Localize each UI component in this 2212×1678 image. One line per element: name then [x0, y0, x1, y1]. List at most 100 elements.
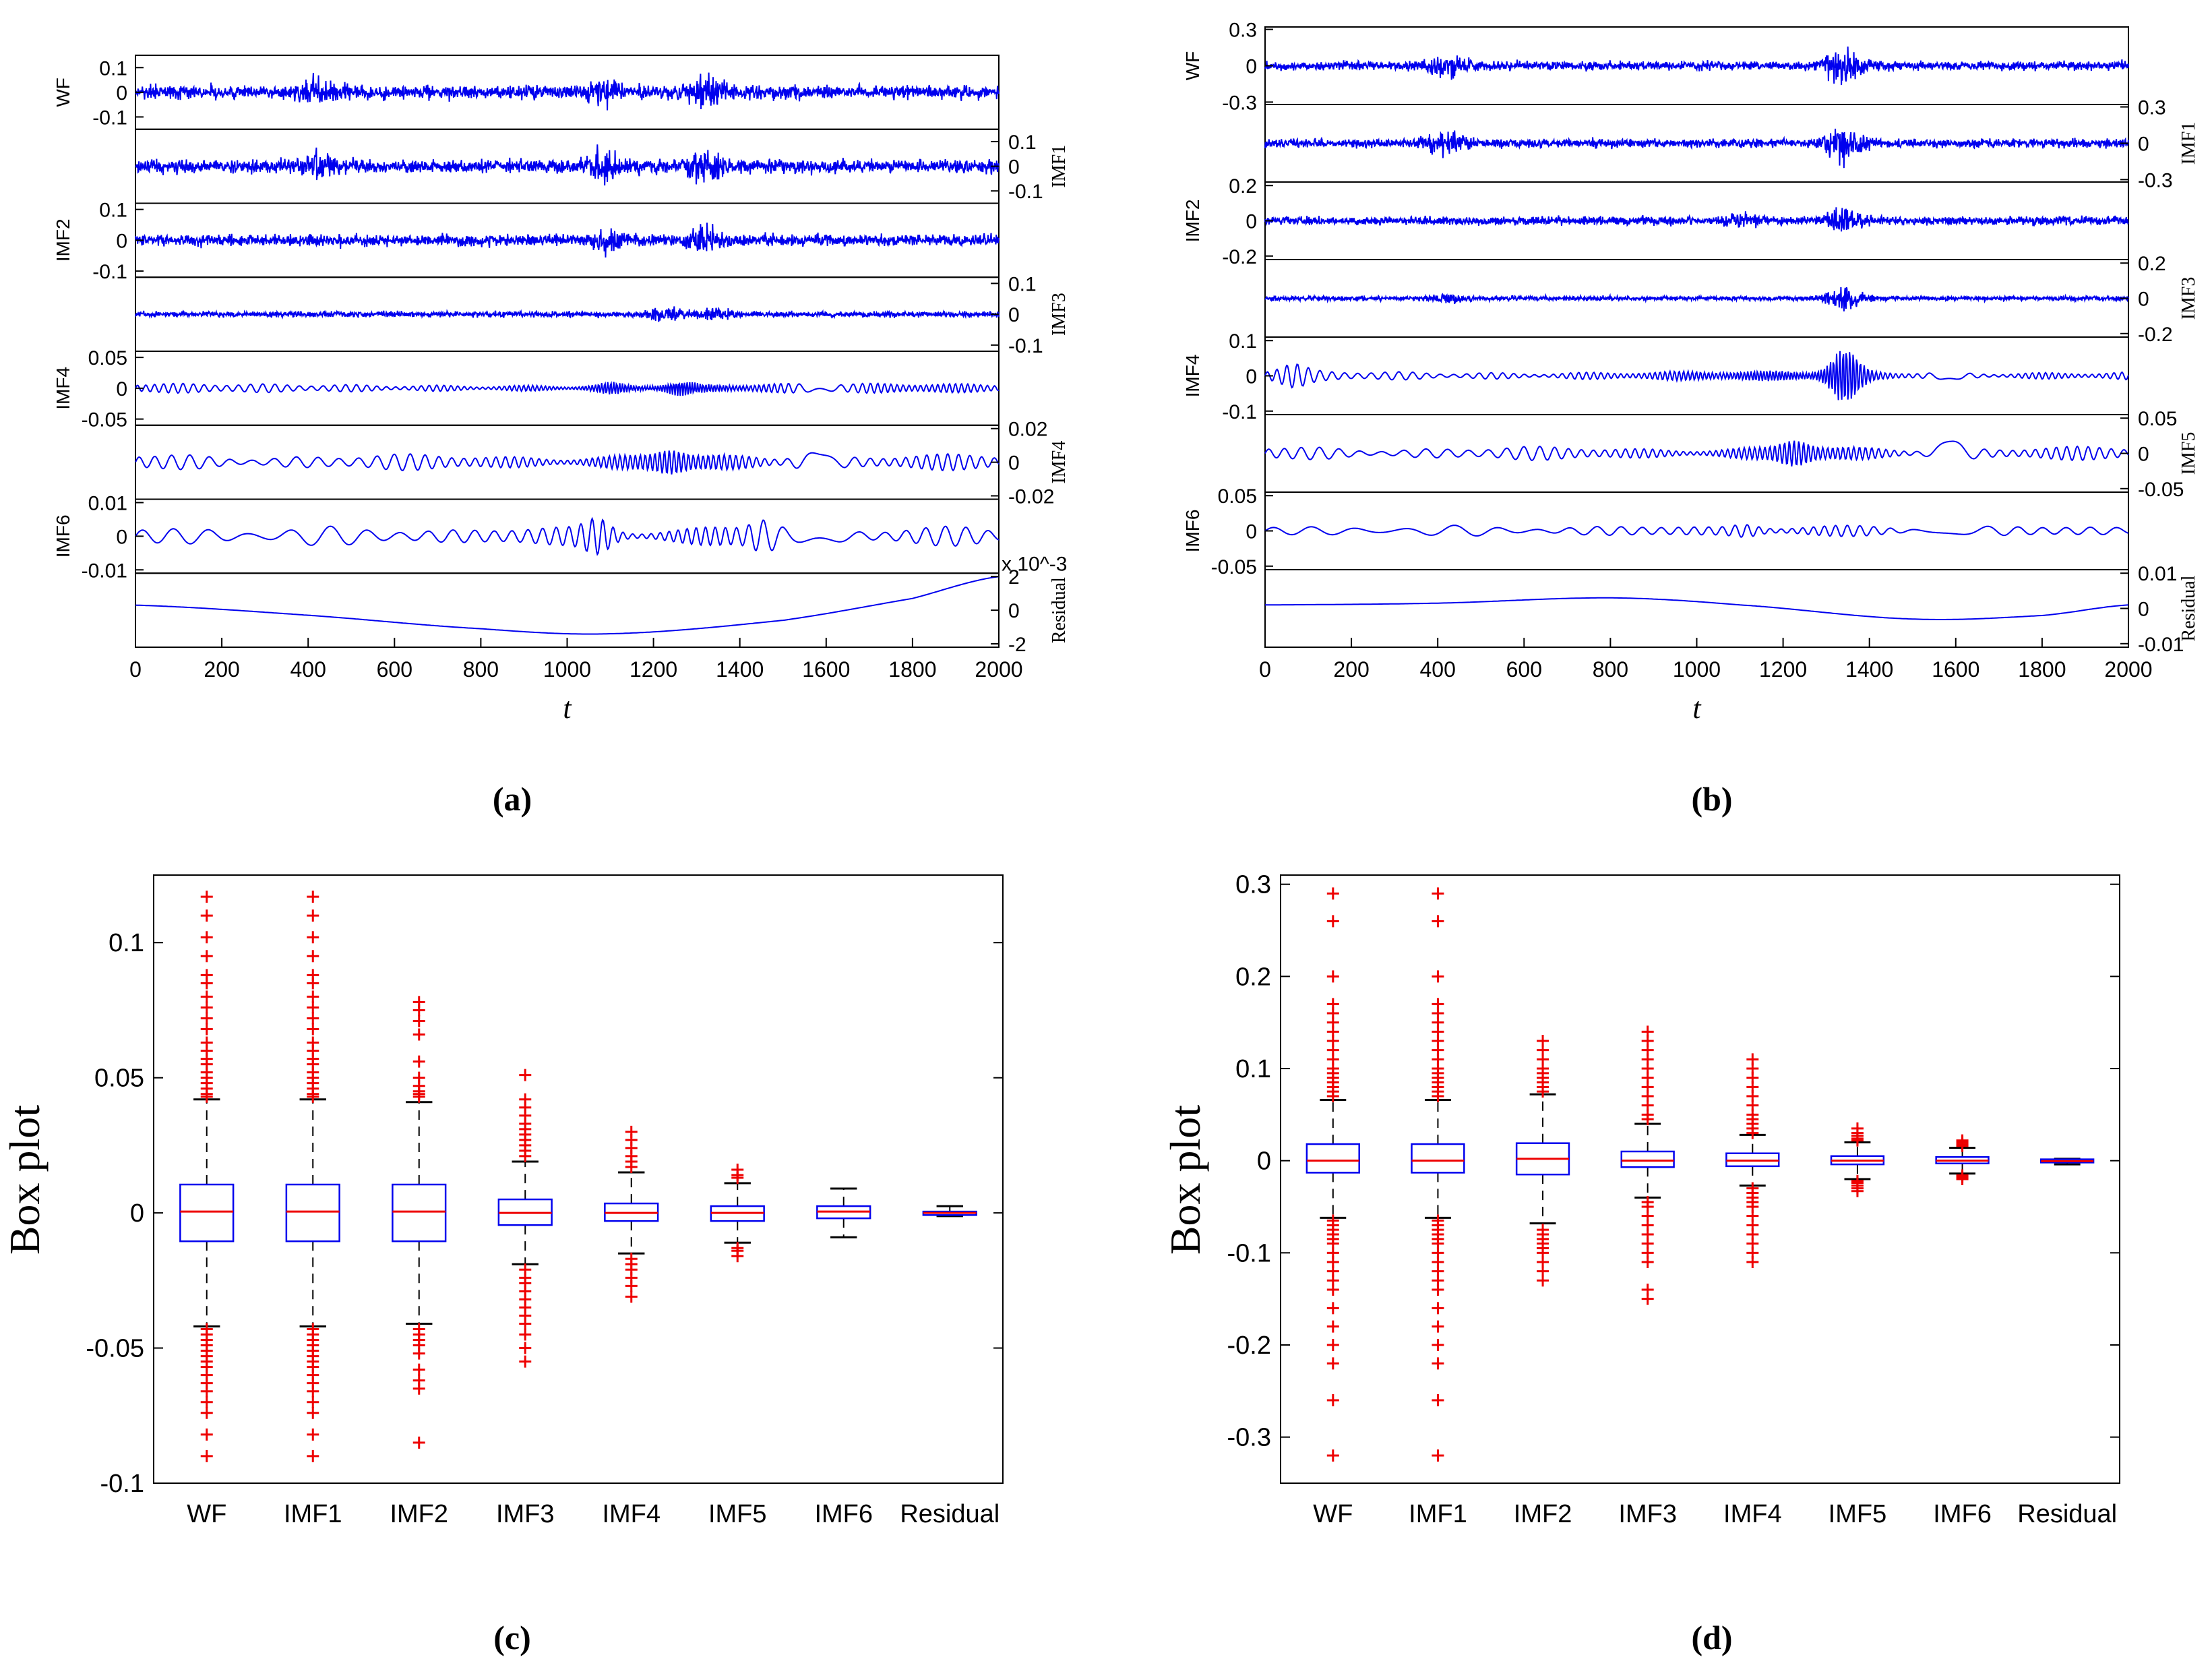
outlier-marker	[1326, 1320, 1339, 1333]
outlier-marker	[1537, 1224, 1549, 1236]
outlier-marker	[625, 1253, 638, 1265]
y-tick-label: -0.02	[1008, 486, 1054, 508]
outlier-marker	[519, 1355, 532, 1368]
box-wf	[179, 891, 235, 1462]
subplot-wf: 0.3 0 -0.3 WF	[1182, 20, 2129, 114]
y-tick-label: -0.2	[1222, 246, 1257, 268]
signal-line-imf1	[135, 144, 1000, 186]
outlier-marker	[1851, 1134, 1864, 1147]
y-tick-label: 0	[116, 378, 127, 400]
y-tick-label: -0.01	[82, 560, 127, 582]
outlier-marker	[1956, 1139, 1969, 1152]
outlier-marker	[1326, 1090, 1339, 1102]
x-tick-label: 0	[129, 657, 142, 682]
outlier-marker	[1956, 1169, 1969, 1182]
y-tick-label: -0.2	[1227, 1331, 1271, 1360]
series-label-imf1: IMF1	[2178, 122, 2199, 165]
outlier-marker	[200, 931, 213, 944]
signal-line-imf4	[1264, 351, 2129, 400]
x-tick-label-imf6: IMF6	[814, 1500, 873, 1528]
subplot-imf2: 0.2 0 -0.2 IMF2	[1182, 175, 2129, 268]
panel-label-a: (a)	[493, 780, 532, 818]
signal-line-residual	[135, 576, 1000, 635]
series-label-imf3: IMF3	[1049, 293, 1070, 336]
x-tick-label: 400	[1420, 657, 1456, 682]
x-tick-label: 800	[463, 657, 499, 682]
y-tick-label: -0.1	[1008, 181, 1043, 203]
outlier-marker	[731, 1242, 744, 1255]
y-tick-label: -0.1	[1222, 401, 1257, 423]
y-tick-label: 0.01	[2138, 563, 2177, 585]
series-label-residual: Residual	[1049, 577, 1070, 643]
subplot-imf4: 0.1 0 -0.1 IMF4	[1182, 330, 2129, 423]
y-tick-label: 0.3	[2138, 97, 2166, 119]
panel-label-c: (c)	[493, 1619, 531, 1656]
panel-label-d: (d)	[1691, 1619, 1732, 1656]
subplot-frame	[1264, 569, 2129, 648]
panel-b-imf-decomposition: 0.30-0.3WF0.30-0.3IMF10.20-0.2IMF20.20-0…	[1182, 20, 2199, 725]
outlier-marker	[1746, 1127, 1759, 1139]
box-imf5	[1830, 1122, 1885, 1197]
exponent-label: x 10^-3	[1002, 553, 1067, 575]
outlier-marker	[519, 1342, 532, 1354]
signal-line-imf2	[1264, 207, 2129, 232]
outlier-marker	[307, 950, 319, 963]
outlier-marker	[1432, 1357, 1444, 1370]
y-tick-label: -0.05	[1211, 556, 1257, 578]
y-tick-label: -0.1	[1008, 335, 1043, 357]
outlier-marker	[307, 1012, 319, 1025]
x-tick-label-residual: Residual	[2017, 1500, 2117, 1528]
box-iqr	[179, 1183, 235, 1242]
subplot-wf: 0.10 -0.1 WF	[53, 55, 1000, 130]
outlier-marker	[307, 1023, 319, 1036]
outlier-marker	[1537, 1085, 1549, 1098]
subplot-imf4: 0.05 0 -0.05 IMF4	[53, 347, 1000, 431]
signal-line-residual	[1265, 597, 2129, 620]
outlier-marker	[307, 909, 319, 922]
outlier-marker	[1432, 970, 1444, 983]
x-tick-label-residual: Residual	[900, 1500, 1000, 1528]
series-label-imf3: IMF3	[2178, 277, 2199, 320]
x-tick-label: 600	[377, 657, 412, 682]
outlier-marker	[412, 1374, 425, 1387]
x-tick-label-imf2: IMF2	[1514, 1500, 1572, 1528]
signal-line-imf2	[135, 222, 1000, 258]
outlier-marker	[412, 1363, 425, 1376]
x-tick-label-wf: WF	[1313, 1500, 1353, 1528]
y-tick-label: -0.01	[2138, 634, 2184, 656]
y-tick-label: 0.1	[99, 200, 127, 222]
outlier-marker	[412, 1015, 425, 1027]
y-tick-label: -0.1	[1227, 1239, 1271, 1267]
outlier-marker	[200, 891, 213, 903]
outlier-marker	[200, 1012, 213, 1025]
signal-line-imf1	[1264, 128, 2129, 169]
box-residual	[2040, 1158, 2095, 1166]
x-tick-label-imf4: IMF4	[1723, 1500, 1782, 1528]
signal-line-imf6	[1264, 524, 2129, 538]
series-label-imf4: IMF4	[53, 367, 73, 410]
y-axis-label: Box plot	[1, 1105, 49, 1255]
y-tick-label: 0.1	[99, 57, 127, 80]
box-iqr	[1411, 1143, 1465, 1174]
outlier-marker	[307, 1001, 319, 1014]
plot-frame	[1280, 874, 2120, 1484]
box-iqr	[285, 1183, 340, 1242]
x-tick-label: 1000	[543, 657, 591, 682]
outlier-marker	[200, 950, 213, 963]
outlier-marker	[1326, 1357, 1339, 1370]
outlier-marker	[200, 1406, 213, 1419]
outlier-marker	[412, 1028, 425, 1041]
x-tick-label: 1000	[1673, 657, 1721, 682]
y-tick-label: 0.05	[88, 347, 127, 369]
outlier-marker	[307, 891, 319, 903]
signal-line-imf4	[135, 380, 1000, 396]
x-tick-label-imf6: IMF6	[1933, 1500, 1992, 1528]
outlier-marker	[200, 1023, 213, 1036]
outlier-marker	[1432, 1449, 1444, 1462]
signal-line-imf3	[1264, 287, 2129, 311]
y-tick-label: 0.2	[2138, 253, 2166, 275]
box-imf4	[604, 1125, 659, 1303]
y-tick-label: 0	[2138, 444, 2149, 466]
outlier-marker	[307, 1396, 319, 1408]
